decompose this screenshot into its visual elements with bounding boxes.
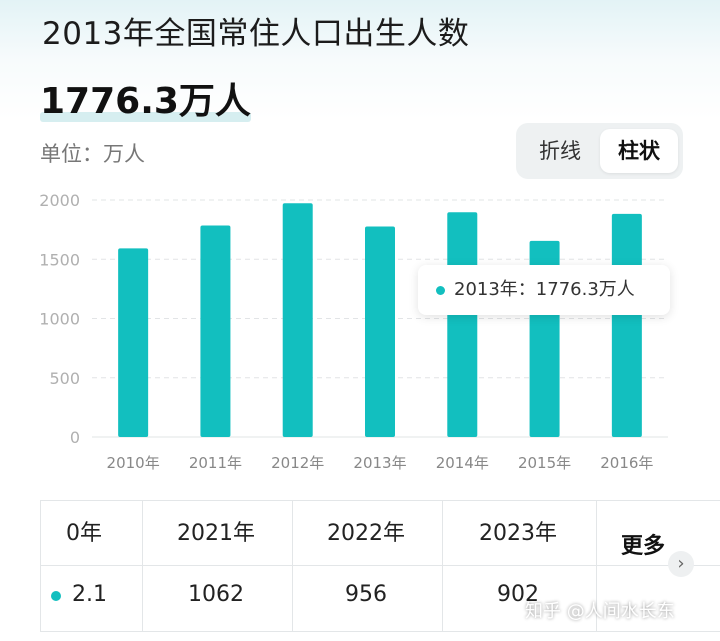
table-header-cell: 2023年 xyxy=(479,521,557,546)
bar xyxy=(611,213,642,437)
data-table xyxy=(40,500,720,632)
bar-chart: 0 500 1000 1500 2000 2010年 2011年 2012年 2013年 2014… xyxy=(39,191,668,472)
bar xyxy=(447,212,478,437)
chart-type-toggle: 折线 柱状 xyxy=(516,123,683,179)
y-tick-label: 1000 xyxy=(39,310,80,329)
x-tick-label: 2014年 xyxy=(436,454,489,472)
highlight-value: 1776.3万人 xyxy=(40,72,251,124)
table-col-divider xyxy=(442,501,443,631)
x-tick-label: 2011年 xyxy=(189,454,242,472)
y-tick-label: 2000 xyxy=(39,191,80,210)
tooltip-text: 2013年：1776.3万人 xyxy=(454,279,635,300)
x-tick-label: 2015年 xyxy=(518,454,571,472)
y-tick-label: 0 xyxy=(70,428,80,447)
table-value-cell: 1062 xyxy=(188,582,244,607)
bar xyxy=(365,226,395,437)
y-tick-label: 1500 xyxy=(39,250,80,269)
table-header-cell: 2021年 xyxy=(177,521,255,546)
table-col-divider xyxy=(142,501,143,631)
table-header-cell: 2022年 xyxy=(327,521,405,546)
watermark: 知乎 @人间水长东 xyxy=(525,601,675,622)
tooltip-dot xyxy=(436,286,445,295)
table-value-cell: 956 xyxy=(345,582,387,607)
table-col-divider xyxy=(292,501,293,631)
unit-label: 单位：万人 xyxy=(40,142,145,166)
chevron-right-icon[interactable]: › xyxy=(668,551,694,577)
table-header-cell: 0年 xyxy=(66,521,102,546)
chart-tooltip: 2013年：1776.3万人 xyxy=(418,265,670,315)
x-tick-label: 2013年 xyxy=(353,454,406,472)
bar xyxy=(118,248,149,437)
highlight-value-text: 1776.3万人 xyxy=(40,81,251,122)
bar-chart-option[interactable]: 柱状 xyxy=(600,129,678,173)
bar xyxy=(282,203,313,437)
x-tick-label: 2010年 xyxy=(107,454,160,472)
table-value-cell: 2.1 xyxy=(72,582,107,607)
line-chart-option[interactable]: 折线 xyxy=(539,139,581,163)
more-button[interactable]: 更多 xyxy=(620,534,665,559)
series-dot xyxy=(51,591,61,601)
table-divider xyxy=(41,565,720,566)
bar xyxy=(200,225,231,437)
y-tick-label: 500 xyxy=(49,369,80,388)
x-tick-label: 2012年 xyxy=(271,454,324,472)
table-col-divider xyxy=(596,501,597,631)
page-title: 2013年全国常住人口出生人数 xyxy=(42,16,470,52)
x-tick-label: 2016年 xyxy=(600,454,653,472)
table-value-cell: 902 xyxy=(497,582,539,607)
